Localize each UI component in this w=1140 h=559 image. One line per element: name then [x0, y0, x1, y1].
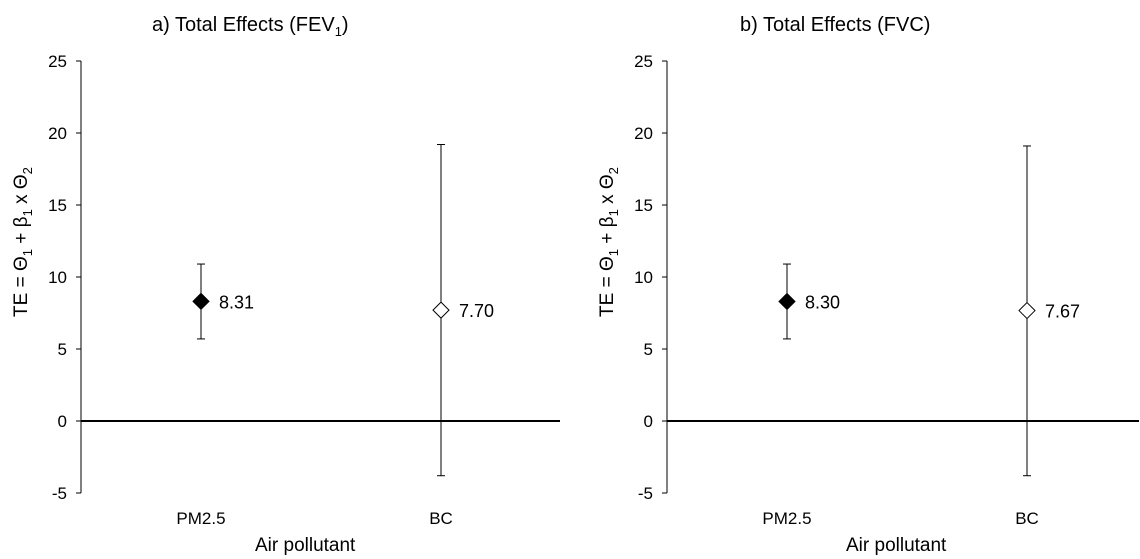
y-tick-label: 25	[48, 52, 67, 71]
chart-title: b) Total Effects (FVC)	[740, 14, 930, 39]
x-tick-label: BC	[1015, 509, 1039, 528]
data-label: 8.30	[805, 292, 840, 312]
data-label: 7.67	[1045, 302, 1080, 322]
panel-label: a)	[152, 14, 170, 36]
chart-svg: -5 0 5 10 15 20 25 PM2.5 BC 8.31 7.70	[48, 52, 560, 528]
panel-label: b)	[740, 14, 758, 36]
y-tick-label: 5	[644, 340, 653, 359]
chart-panel-b: b) Total Effects (FVC) TE = Θ1 + β1 x Θ2…	[586, 0, 1140, 559]
y-tick-label: 15	[634, 196, 653, 215]
x-tick-label: PM2.5	[762, 509, 811, 528]
x-axis-label: Air pollutant	[846, 535, 947, 556]
chart-svg: -5 0 5 10 15 20 25 PM2.5 BC 8.30 7.67	[634, 52, 1139, 528]
y-tick-label: 10	[48, 268, 67, 287]
data-label: 7.70	[459, 301, 494, 321]
chart-panel-a: a) Total Effects (FEV1) TE = Θ1 + β1 x Θ…	[11, 14, 560, 556]
y-tick-label: 0	[644, 412, 653, 431]
y-tick-label: 15	[48, 196, 67, 215]
open-diamond-marker	[432, 301, 450, 319]
filled-diamond-marker	[192, 292, 210, 311]
data-label: 8.31	[219, 292, 254, 312]
y-tick-label: 5	[58, 340, 67, 359]
chart-title: a) Total Effects (FEV1)	[152, 14, 349, 39]
y-tick-label: 10	[634, 268, 653, 287]
x-tick-label: PM2.5	[176, 509, 225, 528]
title-text: Total Effects (FVC)	[763, 14, 931, 36]
x-axis-label: Air pollutant	[255, 535, 356, 556]
y-tick-label: 20	[634, 124, 653, 143]
title-suffix: )	[341, 14, 349, 36]
y-tick-label: -5	[52, 484, 67, 503]
title-text: Total Effects (FEV	[175, 14, 335, 36]
x-tick-label: BC	[429, 509, 453, 528]
y-tick-label: -5	[638, 484, 653, 503]
y-tick-label: 20	[48, 124, 67, 143]
open-diamond-marker	[1018, 301, 1036, 320]
y-tick-label: 25	[634, 52, 653, 71]
filled-diamond-marker	[778, 292, 796, 311]
y-tick-label: 0	[58, 412, 67, 431]
title-subscript: 1	[334, 24, 342, 39]
